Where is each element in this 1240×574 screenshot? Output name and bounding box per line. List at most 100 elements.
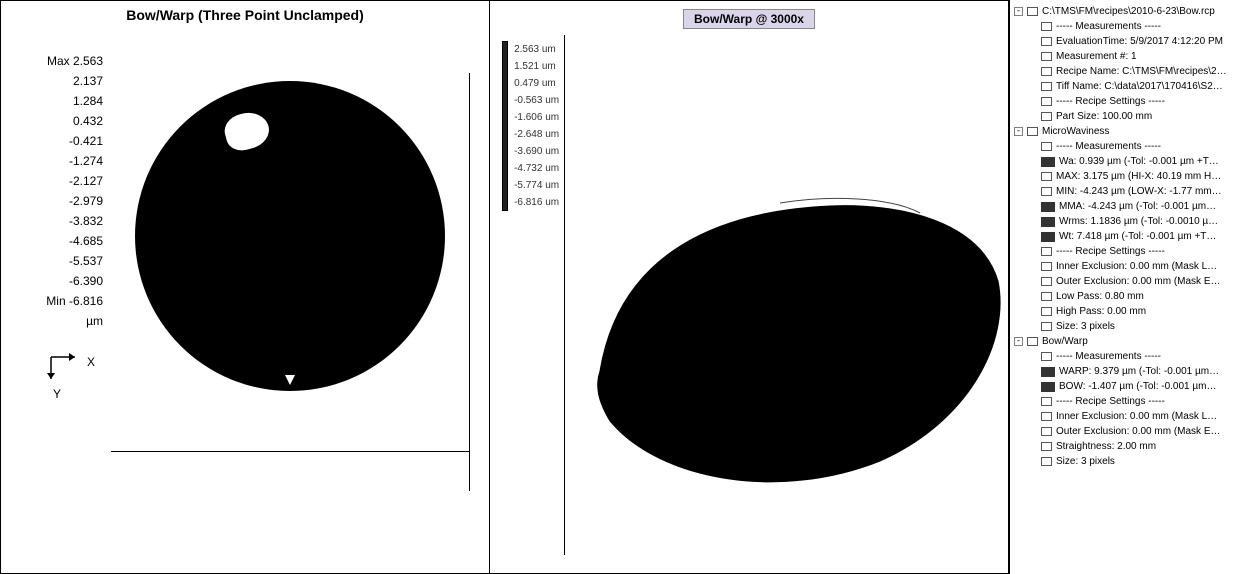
node-icon [1041, 307, 1052, 316]
scale-value: -6.390 [23, 271, 103, 291]
tree-item-label: WARP: 9.379 µm (-Tol: -0.001 µm… [1059, 364, 1219, 379]
tree-item-label: BOW: -1.407 µm (-Tol: -0.001 µm… [1059, 379, 1217, 394]
measurement-icon [1041, 382, 1055, 392]
wafer-3d-surface[interactable] [580, 191, 1010, 511]
scale-value: 1.284 [23, 91, 103, 111]
tree-item[interactable]: Wt: 7.418 µm (-Tol: -0.001 µm +T… [1014, 229, 1240, 244]
wafer-map[interactable] [135, 81, 445, 391]
node-icon [1041, 247, 1052, 256]
node-icon [1041, 187, 1052, 196]
scale-value: 2.563 um [513, 41, 560, 58]
tree-expander[interactable]: - [1014, 7, 1023, 16]
results-tree-panel: -C:\TMS\FM\recipes\2010-6-23\Bow.rcp----… [1009, 0, 1240, 574]
node-icon [1041, 322, 1052, 331]
tree-item[interactable]: Wrms: 1.1836 µm (-Tol: -0.0010 µ… [1014, 214, 1240, 229]
wafer-plot-area [121, 39, 471, 479]
tree-item-label: High Pass: 0.00 mm [1056, 304, 1146, 319]
tree-item[interactable]: -MicroWaviness [1014, 124, 1240, 139]
plot-axis-horizontal [111, 451, 469, 452]
tree-item[interactable]: Size: 3 pixels [1014, 319, 1240, 334]
tree-item[interactable]: ----- Recipe Settings ----- [1014, 94, 1240, 109]
scale-value: -3.832 [23, 211, 103, 231]
node-icon [1041, 97, 1052, 106]
tree-item[interactable]: Size: 3 pixels [1014, 454, 1240, 469]
tree-item-label: ----- Measurements ----- [1056, 19, 1161, 34]
mid-panel-title: Bow/Warp @ 3000x [683, 9, 815, 29]
scale-value: -2.127 [23, 171, 103, 191]
tree-item[interactable]: ----- Recipe Settings ----- [1014, 244, 1240, 259]
tree-item[interactable]: Inner Exclusion: 0.00 mm (Mask L… [1014, 409, 1240, 424]
tree-item[interactable]: ----- Measurements ----- [1014, 139, 1240, 154]
wafer-highlight-spot [221, 108, 273, 154]
y-axis-label: Y [53, 387, 61, 401]
mid-color-scale: 2.563 um1.521 um0.479 um-0.563 um-1.606 … [502, 41, 560, 211]
tree-item[interactable]: EvaluationTime: 5/9/2017 4:12:20 PM [1014, 34, 1240, 49]
node-icon [1041, 427, 1052, 436]
tree-item[interactable]: BOW: -1.407 µm (-Tol: -0.001 µm… [1014, 379, 1240, 394]
measurement-icon [1041, 202, 1055, 212]
color-scale-values: Max 2.5632.1371.2840.432-0.421-1.274-2.1… [23, 51, 103, 331]
bow-warp-2d-panel: Bow/Warp (Three Point Unclamped) Max 2.5… [0, 0, 490, 574]
tree-item[interactable]: MIN: -4.243 µm (LOW-X: -1.77 mm… [1014, 184, 1240, 199]
node-icon [1041, 172, 1052, 181]
node-icon [1041, 37, 1052, 46]
tree-item[interactable]: Straightness: 2.00 mm [1014, 439, 1240, 454]
node-icon [1041, 22, 1052, 31]
tree-item[interactable]: Low Pass: 0.80 mm [1014, 289, 1240, 304]
measurement-icon [1041, 217, 1055, 227]
tree-item[interactable]: WARP: 9.379 µm (-Tol: -0.001 µm… [1014, 364, 1240, 379]
tree-item[interactable]: - Bow/Warp [1014, 334, 1240, 349]
tree-item[interactable]: Inner Exclusion: 0.00 mm (Mask L… [1014, 259, 1240, 274]
tree-item[interactable]: Tiff Name: C:\data\2017\170416\S2… [1014, 79, 1240, 94]
tree-item[interactable]: Outer Exclusion: 0.00 mm (Mask E… [1014, 274, 1240, 289]
tree-item[interactable]: Recipe Name: C:\TMS\FM\recipes\2… [1014, 64, 1240, 79]
x-axis-label: X [87, 355, 95, 369]
tree-item[interactable]: ----- Measurements ----- [1014, 349, 1240, 364]
tree-item[interactable]: - C:\TMS\FM\recipes\2010-6-23\Bow.rcp [1014, 4, 1240, 19]
tree-item-label: MAX: 3.175 µm (HI-X: 40.19 mm H… [1056, 169, 1221, 184]
scale-value: 1.521 um [513, 58, 560, 75]
tree-item[interactable]: MAX: 3.175 µm (HI-X: 40.19 mm H… [1014, 169, 1240, 184]
bow-warp-3d-panel: Bow/Warp @ 3000x 2.563 um1.521 um0.479 u… [489, 0, 1009, 574]
tree-item[interactable]: Outer Exclusion: 0.00 mm (Mask E… [1014, 424, 1240, 439]
tree-item[interactable]: High Pass: 0.00 mm [1014, 304, 1240, 319]
tree-item-label: MMA: -4.243 µm (-Tol: -0.001 µm… [1059, 199, 1216, 214]
results-tree[interactable]: -C:\TMS\FM\recipes\2010-6-23\Bow.rcp----… [1014, 4, 1240, 469]
tree-item[interactable]: ----- Recipe Settings ----- [1014, 394, 1240, 409]
tree-item-label: Straightness: 2.00 mm [1056, 439, 1156, 454]
scale-value: -3.690 um [513, 143, 560, 160]
tree-expander[interactable]: - [1014, 337, 1023, 346]
scale-value: 0.479 um [513, 75, 560, 92]
tree-item[interactable]: Wa: 0.939 µm (-Tol: -0.001 µm +T… [1014, 154, 1240, 169]
axis-indicator [47, 349, 81, 383]
node-icon [1027, 337, 1038, 346]
measurement-icon [1041, 367, 1055, 377]
scale-value: 2.137 [23, 71, 103, 91]
tree-item-label: Outer Exclusion: 0.00 mm (Mask E… [1056, 274, 1221, 289]
scale-value: -5.537 [23, 251, 103, 271]
tree-item[interactable]: Part Size: 100.00 mm [1014, 109, 1240, 124]
node-icon [1041, 82, 1052, 91]
tree-item[interactable]: ----- Measurements ----- [1014, 19, 1240, 34]
tree-item-label: Inner Exclusion: 0.00 mm (Mask L… [1056, 259, 1217, 274]
color-bar [502, 41, 508, 211]
scale-value: -5.774 um [513, 177, 560, 194]
scale-value: -1.606 um [513, 109, 560, 126]
tree-item-label: Size: 3 pixels [1056, 454, 1115, 469]
tree-item[interactable]: Measurement #: 1 [1014, 49, 1240, 64]
node-icon [1027, 127, 1038, 136]
node-icon [1041, 142, 1052, 151]
tree-item-label: C:\TMS\FM\recipes\2010-6-23\Bow.rcp [1042, 4, 1215, 19]
tree-item-label: ----- Recipe Settings ----- [1056, 394, 1165, 409]
tree-item-label: Bow/Warp [1042, 334, 1088, 349]
tree-item-label: Part Size: 100.00 mm [1056, 109, 1152, 124]
scale-value: -1.274 [23, 151, 103, 171]
tree-item-label: Wrms: 1.1836 µm (-Tol: -0.0010 µ… [1059, 214, 1218, 229]
scale-value: -6.816 um [513, 194, 560, 211]
node-icon [1027, 7, 1038, 16]
tree-item-label: MIN: -4.243 µm (LOW-X: -1.77 mm… [1056, 184, 1222, 199]
tree-expander[interactable]: - [1014, 127, 1023, 136]
tree-item[interactable]: MMA: -4.243 µm (-Tol: -0.001 µm… [1014, 199, 1240, 214]
scale-value: -2.648 um [513, 126, 560, 143]
measurement-icon [1041, 157, 1055, 167]
